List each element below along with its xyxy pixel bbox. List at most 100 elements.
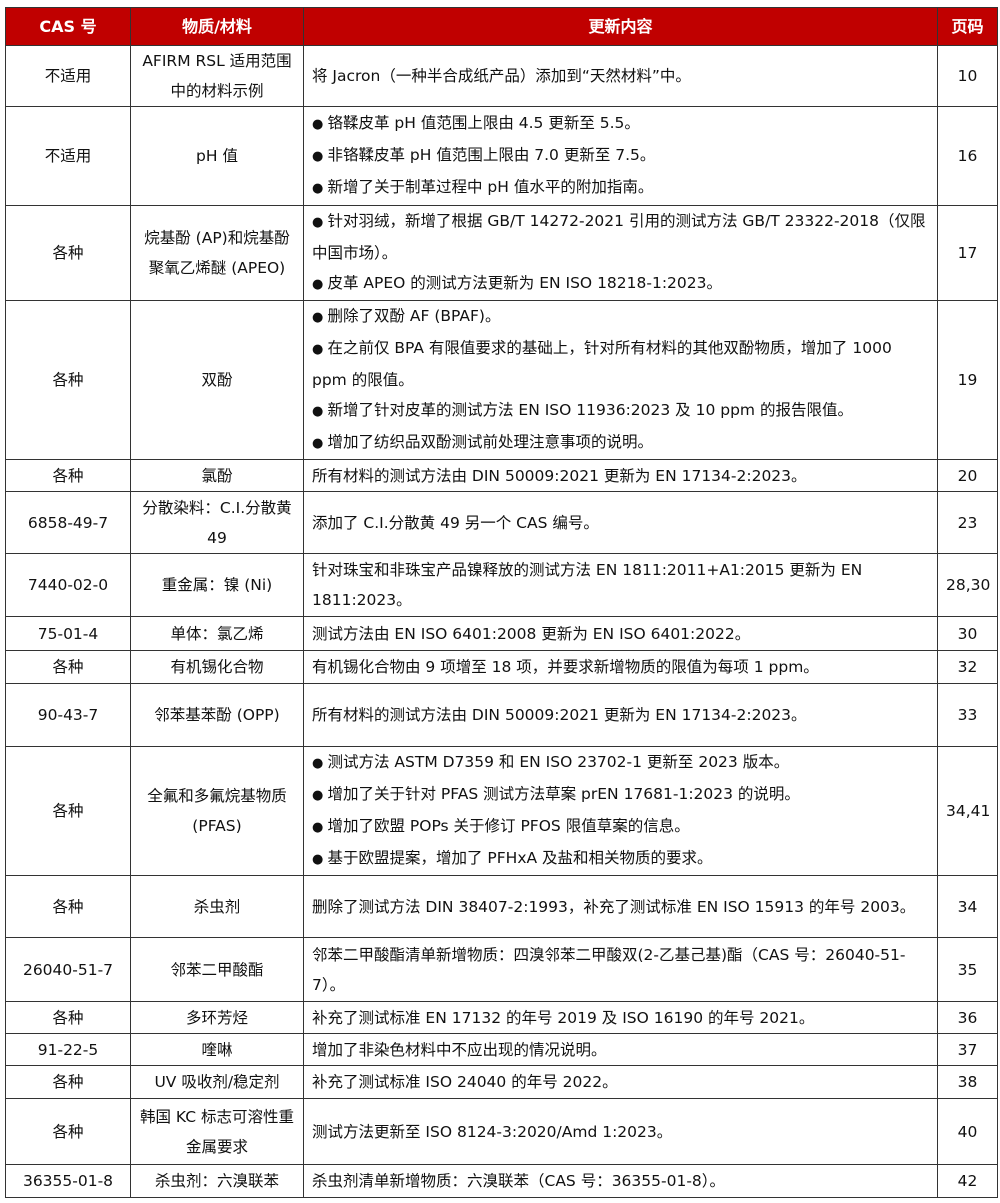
update-table: CAS 号 物质/材料 更新内容 页码 不适用 AFIRM RSL 适用范围中的材…	[5, 7, 998, 1198]
material-cell: UV 吸收剂/稳定剂	[130, 1065, 304, 1099]
material-cell: 杀虫剂：六溴联苯	[130, 1164, 304, 1198]
page-cell: 37	[937, 1033, 998, 1066]
material-cell: 韩国 KC 标志可溶性重金属要求	[130, 1098, 304, 1165]
content-cell: 补充了测试标准 ISO 24040 的年号 2022。	[303, 1065, 938, 1099]
cas-cell: 75-01-4	[5, 616, 131, 651]
header-page: 页码	[937, 7, 998, 46]
bullet-item: 在之前仅 BPA 有限值要求的基础上，针对所有材料的其他双酚物质，增加了 100…	[312, 333, 931, 395]
bullet-item: 新增了针对皮革的测试方法 EN ISO 11936:2023 及 10 ppm …	[312, 395, 931, 427]
content-cell: 删除了双酚 AF (BPAF)。在之前仅 BPA 有限值要求的基础上，针对所有材…	[303, 300, 938, 460]
table-row: 90-43-7 邻苯基苯酚 (OPP) 所有材料的测试方法由 DIN 50009:2…	[5, 683, 998, 747]
content-cell: 测试方法由 EN ISO 6401:2008 更新为 EN ISO 6401:2…	[303, 616, 938, 651]
material-cell: 喹啉	[130, 1033, 304, 1066]
content-cell: 杀虫剂清单新增物质：六溴联苯（CAS 号：36355-01-8）。	[303, 1164, 938, 1198]
content-cell: 删除了测试方法 DIN 38407-2:1993，补充了测试标准 EN ISO …	[303, 875, 938, 938]
table-row: 7440-02-0 重金属：镍 (Ni) 针对珠宝和非珠宝产品镍释放的测试方法 EN…	[5, 553, 998, 617]
cas-cell: 36355-01-8	[5, 1164, 131, 1198]
header-content: 更新内容	[303, 7, 938, 46]
cas-cell: 不适用	[5, 45, 131, 107]
cas-cell: 91-22-5	[5, 1033, 131, 1066]
page-cell: 40	[937, 1098, 998, 1165]
cas-cell: 各种	[5, 1065, 131, 1099]
table-row: 各种双酚删除了双酚 AF (BPAF)。在之前仅 BPA 有限值要求的基础上，针…	[5, 300, 998, 460]
table-row: 6858-49-7 分散染料：C.I.分散黄 49 添加了 C.I.分散黄 49 另…	[5, 491, 998, 554]
table-row: 各种 多环芳烃 补充了测试标准 EN 17132 的年号 2019 及 ISO 16…	[5, 1001, 998, 1034]
page-cell: 10	[937, 45, 998, 107]
material-cell: 单体：氯乙烯	[130, 616, 304, 651]
table-row: 91-22-5 喹啉 增加了非染色材料中不应出现的情况说明。 37	[5, 1033, 998, 1066]
material-cell: 全氟和多氟烷基物质 (PFAS)	[130, 746, 304, 876]
material-cell: pH 值	[130, 106, 304, 206]
bullet-item: 铬鞣皮革 pH 值范围上限由 4.5 更新至 5.5。	[312, 108, 931, 140]
cas-cell: 6858-49-7	[5, 491, 131, 554]
material-cell: 杀虫剂	[130, 875, 304, 938]
cas-cell: 各种	[5, 746, 131, 876]
table-row: 26040-51-7 邻苯二甲酸酯 邻苯二甲酸酯清单新增物质：四溴邻苯二甲酸双(2-…	[5, 937, 998, 1002]
bullet-item: 基于欧盟提案，增加了 PFHxA 及盐和相关物质的要求。	[312, 843, 931, 875]
header-material: 物质/材料	[130, 7, 304, 46]
content-cell: 所有材料的测试方法由 DIN 50009:2021 更新为 EN 17134-2…	[303, 683, 938, 747]
page-cell: 33	[937, 683, 998, 747]
material-cell: 多环芳烃	[130, 1001, 304, 1034]
cas-cell: 各种	[5, 1098, 131, 1165]
table-row: 各种 UV 吸收剂/稳定剂 补充了测试标准 ISO 24040 的年号 2022。 3…	[5, 1065, 998, 1099]
material-cell: 分散染料：C.I.分散黄 49	[130, 491, 304, 554]
table-row: 不适用 AFIRM RSL 适用范围中的材料示例将 Jacron（一种半合成纸产品…	[5, 45, 998, 107]
page-cell: 17	[937, 205, 998, 301]
page-cell: 35	[937, 937, 998, 1002]
header-row: CAS 号 物质/材料 更新内容 页码	[5, 7, 998, 46]
table-row: 75-01-4 单体：氯乙烯 测试方法由 EN ISO 6401:2008 更新为 …	[5, 616, 998, 651]
content-cell: 添加了 C.I.分散黄 49 另一个 CAS 编号。	[303, 491, 938, 554]
content-cell: 测试方法 ASTM D7359 和 EN ISO 23702-1 更新至 202…	[303, 746, 938, 876]
table-row: 各种 氯酚 所有材料的测试方法由 DIN 50009:2021 更新为 EN 171…	[5, 459, 998, 492]
cas-cell: 各种	[5, 650, 131, 684]
material-cell: 氯酚	[130, 459, 304, 492]
table-row: 各种 杀虫剂 删除了测试方法 DIN 38407-2:1993，补充了测试标准 EN…	[5, 875, 998, 938]
page-cell: 34,41	[937, 746, 998, 876]
material-cell: 双酚	[130, 300, 304, 460]
content-cell: 有机锡化合物由 9 项增至 18 项，并要求新增物质的限值为每项 1 ppm。	[303, 650, 938, 684]
content-cell: 邻苯二甲酸酯清单新增物质：四溴邻苯二甲酸双(2-乙基己基)酯（CAS 号：260…	[303, 937, 938, 1002]
cas-cell: 26040-51-7	[5, 937, 131, 1002]
table-row: 36355-01-8 杀虫剂：六溴联苯 杀虫剂清单新增物质：六溴联苯（CAS 号：3…	[5, 1164, 998, 1198]
bullet-item: 皮革 APEO 的测试方法更新为 EN ISO 18218-1:2023。	[312, 268, 931, 300]
page-cell: 20	[937, 459, 998, 492]
table-row: 各种 韩国 KC 标志可溶性重金属要求 测试方法更新至 ISO 8124-3:202…	[5, 1098, 998, 1165]
page-cell: 32	[937, 650, 998, 684]
material-cell: 烷基酚 (AP)和烷基酚聚氧乙烯醚 (APEO)	[130, 205, 304, 301]
page-cell: 42	[937, 1164, 998, 1198]
bullet-item: 增加了欧盟 POPs 关于修订 PFOS 限值草案的信息。	[312, 811, 931, 843]
cas-cell: 不适用	[5, 106, 131, 206]
content-cell: 针对珠宝和非珠宝产品镍释放的测试方法 EN 1811:2011+A1:2015 …	[303, 553, 938, 617]
cas-cell: 各种	[5, 1001, 131, 1034]
page-cell: 23	[937, 491, 998, 554]
content-cell: 针对羽绒，新增了根据 GB/T 14272-2021 引用的测试方法 GB/T …	[303, 205, 938, 301]
table-row: 各种 有机锡化合物 有机锡化合物由 9 项增至 18 项，并要求新增物质的限值为每项…	[5, 650, 998, 684]
page-cell: 34	[937, 875, 998, 938]
cas-cell: 90-43-7	[5, 683, 131, 747]
bullet-item: 增加了纺织品双酚测试前处理注意事项的说明。	[312, 427, 931, 459]
cas-cell: 各种	[5, 875, 131, 938]
material-cell: AFIRM RSL 适用范围中的材料示例	[130, 45, 304, 107]
material-cell: 重金属：镍 (Ni)	[130, 553, 304, 617]
bullet-item: 删除了双酚 AF (BPAF)。	[312, 301, 931, 333]
header-cas: CAS 号	[5, 7, 131, 46]
cas-cell: 各种	[5, 205, 131, 301]
page-cell: 28,30	[937, 553, 998, 617]
bullet-item: 新增了关于制革过程中 pH 值水平的附加指南。	[312, 172, 931, 204]
bullet-item: 针对羽绒，新增了根据 GB/T 14272-2021 引用的测试方法 GB/T …	[312, 206, 931, 268]
material-cell: 邻苯基苯酚 (OPP)	[130, 683, 304, 747]
page-cell: 19	[937, 300, 998, 460]
content-cell: 增加了非染色材料中不应出现的情况说明。	[303, 1033, 938, 1066]
page-cell: 38	[937, 1065, 998, 1099]
bullet-item: 非铬鞣皮革 pH 值范围上限由 7.0 更新至 7.5。	[312, 140, 931, 172]
content-cell: 铬鞣皮革 pH 值范围上限由 4.5 更新至 5.5。非铬鞣皮革 pH 值范围上…	[303, 106, 938, 206]
cas-cell: 各种	[5, 300, 131, 460]
content-cell: 所有材料的测试方法由 DIN 50009:2021 更新为 EN 17134-2…	[303, 459, 938, 492]
content-cell: 测试方法更新至 ISO 8124-3:2020/Amd 1:2023。	[303, 1098, 938, 1165]
cas-cell: 7440-02-0	[5, 553, 131, 617]
bullet-item: 测试方法 ASTM D7359 和 EN ISO 23702-1 更新至 202…	[312, 747, 931, 779]
